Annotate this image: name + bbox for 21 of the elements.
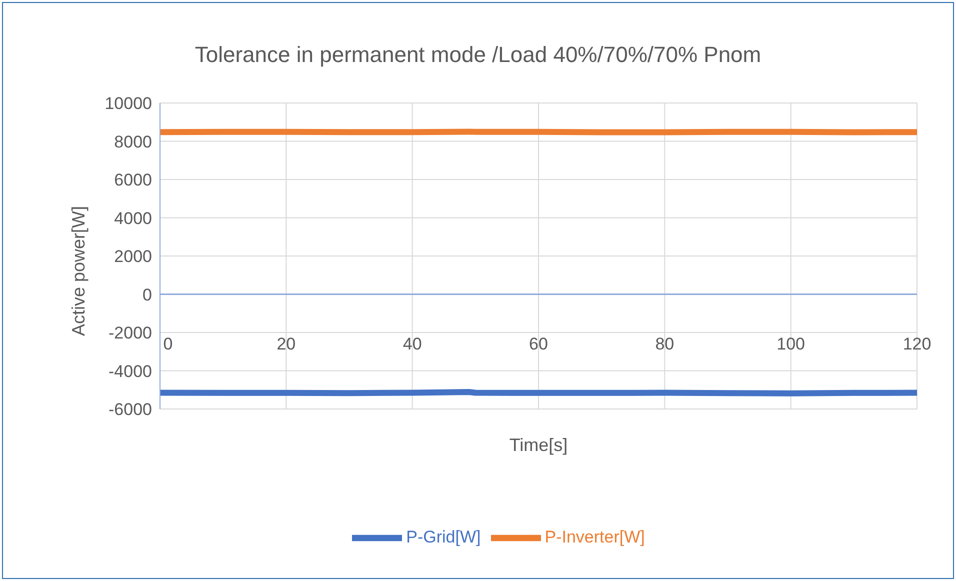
y-axis-title: Active power[W] [68,206,88,336]
x-tick-label: 60 [529,334,548,354]
y-tick-label: 10000 [104,94,152,114]
y-tick-label: 6000 [114,170,152,190]
y-tick-label: 0 [142,285,152,304]
x-tick-label: 40 [402,334,422,354]
x-tick-label: 20 [276,334,296,354]
chart-title: Tolerance in permanent mode /Load 40%/70%/70% Pnom [194,42,762,68]
x-tick-label: 80 [655,334,674,354]
y-tick-label: 4000 [114,208,152,228]
x-axis-title: Time[s] [509,435,568,455]
x-tick-label: 120 [902,334,932,354]
x-tick-label: 100 [776,334,806,354]
x-tick-label: 0 [163,334,173,354]
y-tick-label: 8000 [114,132,152,152]
y-tick-label: -2000 [108,324,152,343]
y-tick-label: 2000 [114,247,152,266]
legend-label: P-Inverter[W] [544,527,645,546]
y-tick-label: -4000 [108,362,152,381]
y-tick-label: -6000 [108,400,152,420]
legend-label: P-Grid[W] [406,527,481,546]
